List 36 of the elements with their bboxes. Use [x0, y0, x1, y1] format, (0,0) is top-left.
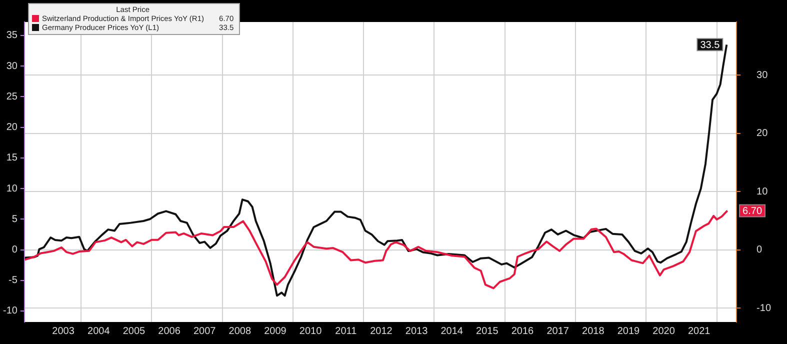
x-tick-label: 2005 — [122, 326, 146, 337]
y-tick-label: 15 — [6, 152, 18, 164]
y-tick-label: 30 — [6, 60, 18, 72]
y-tick-label: 10 — [6, 183, 18, 194]
x-tick-label: 2015 — [476, 326, 499, 337]
y-tick-label: 35 — [6, 30, 18, 42]
y-tick-label: 5 — [12, 214, 18, 225]
y2-tick-label: 20 — [756, 128, 768, 140]
x-tick-label: 2020 — [652, 326, 676, 337]
y-tick-label: -5 — [8, 275, 18, 286]
x-tick-label: 2012 — [370, 326, 393, 337]
x-tick-label: 2006 — [158, 326, 181, 337]
y-tick-label: 20 — [6, 122, 18, 134]
y2-tick-label: -10 — [756, 302, 772, 314]
x-tick-label: 2010 — [299, 326, 322, 337]
y-tick-label: 25 — [6, 91, 18, 102]
x-tick-label: 2013 — [405, 326, 428, 337]
x-tick-label: 2008 — [228, 326, 252, 337]
data-label: 6.70 — [742, 206, 762, 217]
x-tick-label: 2003 — [52, 326, 75, 337]
x-tick-label: 2011 — [335, 326, 358, 337]
x-tick-label: 2014 — [440, 326, 464, 337]
x-tick-label: 2017 — [546, 326, 570, 337]
y-tick-label: 0 — [12, 244, 18, 256]
y-tick-label: -10 — [3, 306, 18, 317]
x-tick-label: 2007 — [193, 326, 216, 337]
y2-tick-label: 30 — [756, 70, 768, 81]
y2-tick-label: 10 — [756, 186, 768, 198]
y2-tick-label: 0 — [756, 244, 763, 256]
x-tick-label: 2018 — [582, 326, 605, 337]
data-label: 33.5 — [700, 40, 720, 51]
x-tick-label: 2009 — [264, 326, 287, 337]
x-tick-label: 2016 — [511, 326, 534, 337]
x-tick-label: 2019 — [617, 326, 640, 337]
x-tick-label: 2021 — [688, 326, 711, 337]
x-tick-label: 2004 — [88, 326, 110, 337]
